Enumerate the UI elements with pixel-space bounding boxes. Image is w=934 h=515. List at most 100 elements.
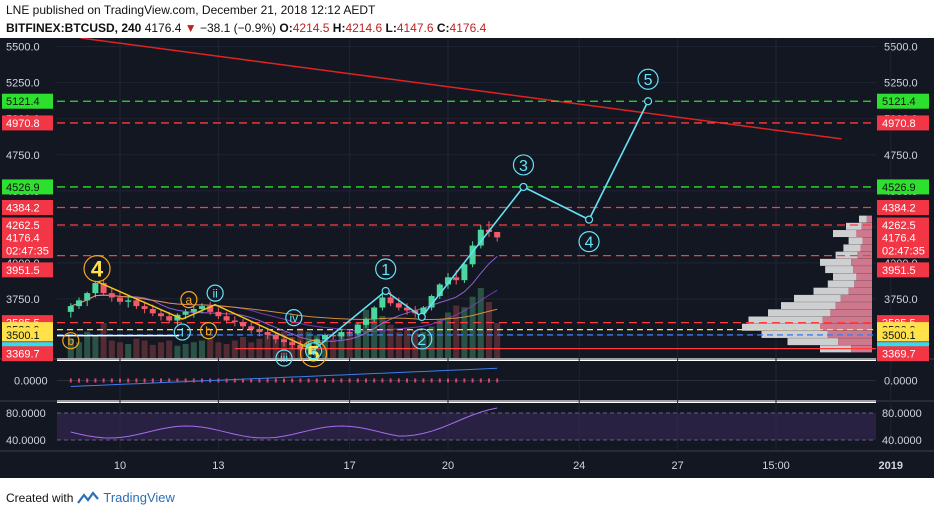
time-axis-bg xyxy=(0,450,934,478)
indicator1-histogram-bar xyxy=(324,378,326,383)
indicator1-histogram-bar xyxy=(168,378,171,383)
candle-body xyxy=(338,332,345,337)
candle-body xyxy=(117,297,123,302)
candle-body xyxy=(453,277,460,281)
candle-body xyxy=(248,326,255,330)
price-tick-label-right: 5500.0 xyxy=(884,42,918,54)
price-label-left-bg xyxy=(2,199,53,215)
price-label-left: 5121.4 xyxy=(6,96,40,108)
wave-label-text: iii xyxy=(280,351,288,365)
last-price: 4176.4 xyxy=(144,21,182,35)
wave-label-circle xyxy=(173,323,191,341)
volume-bar xyxy=(182,344,189,358)
wave-vertex-marker xyxy=(381,286,390,296)
wave-label-text: 1 xyxy=(381,262,390,279)
price-label-left-bg xyxy=(2,262,53,278)
price-label-right: 3500.1 xyxy=(882,330,916,342)
price-label-left-bg xyxy=(2,93,53,109)
candle-body xyxy=(395,303,402,308)
candle-body xyxy=(371,307,378,320)
volume-bar xyxy=(190,342,197,358)
wave-label-circle xyxy=(199,322,218,340)
price-label-left-bg xyxy=(2,179,53,195)
price-label-right: 4970.8 xyxy=(882,118,916,130)
indicator1-histogram-bar xyxy=(94,378,97,383)
volume-profile-bar xyxy=(825,266,854,274)
volume-profile-bar xyxy=(853,266,872,274)
volume-bar xyxy=(84,331,91,358)
wave-label-circle xyxy=(512,154,535,176)
price-label-right-bg xyxy=(877,179,929,195)
candle-body xyxy=(363,319,369,325)
price-label-right: 02:47:35 xyxy=(882,246,925,258)
indicator1-histogram-bar xyxy=(127,378,130,383)
volume-profile-bar xyxy=(820,258,852,266)
candle-body xyxy=(76,300,82,307)
volume-profile-bar xyxy=(862,237,872,245)
indicator1-tick-right: 0.0000 xyxy=(884,376,918,388)
volume-bar xyxy=(420,331,427,358)
wave-label-circle xyxy=(375,258,397,280)
time-tick-label: 20 xyxy=(442,460,454,472)
volume-profile-bar xyxy=(861,222,872,230)
price-label-left-bg xyxy=(2,229,53,245)
price-label-right-bg xyxy=(877,93,929,109)
indicator1-histogram-bar xyxy=(406,378,408,383)
open-value: 4214.5 xyxy=(292,21,330,35)
wave-label-text: 4 xyxy=(585,235,594,252)
volume-profile-bar xyxy=(840,294,872,302)
indicator1-histogram-bar xyxy=(291,378,294,383)
candle-body xyxy=(240,321,246,327)
indicator1-histogram-bar xyxy=(332,378,335,383)
indicator1-histogram-bar xyxy=(430,378,433,383)
low-value: 4147.6 xyxy=(396,21,434,35)
price-label-right: 4526.9 xyxy=(882,182,916,194)
volume-profile-bar xyxy=(781,302,836,310)
close-label: C: xyxy=(436,21,450,35)
volume-bar xyxy=(207,338,214,358)
volume-profile-bar xyxy=(830,309,872,317)
volume-bar xyxy=(166,340,173,358)
symbol-ohlc-line: BITFINEX:BTCUSD, 240 4176.4 ▼ −38.1 (−0.… xyxy=(6,21,486,35)
chart-area[interactable]: 5500.05500.05250.05250.05000.05000.04750… xyxy=(0,37,934,478)
time-tick-label: 27 xyxy=(671,460,683,472)
wave-label-text: 3 xyxy=(519,158,528,175)
symbol-label: BITFINEX:BTCUSD, 240 xyxy=(6,21,142,35)
correction-wave-path xyxy=(96,280,314,351)
time-tick-label: 10 xyxy=(114,460,126,472)
volume-bar xyxy=(158,342,164,358)
time-tick-label: 13 xyxy=(212,460,224,472)
price-chart-svg[interactable]: 5500.05500.05250.05250.05000.05000.04750… xyxy=(0,37,934,478)
price-label-left: 02:47:35 xyxy=(6,246,49,258)
wave-label-circle xyxy=(206,284,224,302)
volume-bar xyxy=(264,335,271,358)
indicator1-histogram-bar xyxy=(455,378,458,383)
wave-label-text: b xyxy=(205,324,212,338)
wave-label-circle xyxy=(578,231,600,253)
candle-body xyxy=(494,231,501,238)
volume-profile-bar xyxy=(835,251,858,259)
price-label-left: 4262.5 xyxy=(6,220,40,232)
candle-body xyxy=(158,313,164,317)
indicator1-histogram-bar xyxy=(283,378,285,383)
wave-label-circle xyxy=(299,340,328,368)
indicator1-histogram-bar xyxy=(192,378,195,383)
wave-label-text: i xyxy=(181,325,184,339)
time-tick-label: 17 xyxy=(343,460,355,472)
price-tick-label-right: 4750.0 xyxy=(884,150,918,162)
price-label-right-bg xyxy=(877,115,929,131)
indicator1-histogram-bar xyxy=(160,378,162,383)
wave-label-circle xyxy=(285,309,303,327)
indicator1-histogram-bar xyxy=(438,378,441,383)
candle-body xyxy=(92,283,99,294)
volume-profile-bar xyxy=(848,237,863,245)
candle-body xyxy=(141,306,148,309)
wave-label-circle xyxy=(637,68,659,90)
indicator1-histogram-bar xyxy=(348,378,351,383)
volume-profile-bar xyxy=(787,338,839,346)
volume-profile-bar xyxy=(835,302,872,310)
indicator1-histogram-bar xyxy=(397,378,400,383)
volume-bar xyxy=(248,342,255,358)
wave-label-text: iv xyxy=(290,311,299,325)
wave-label-text: b xyxy=(67,334,74,348)
